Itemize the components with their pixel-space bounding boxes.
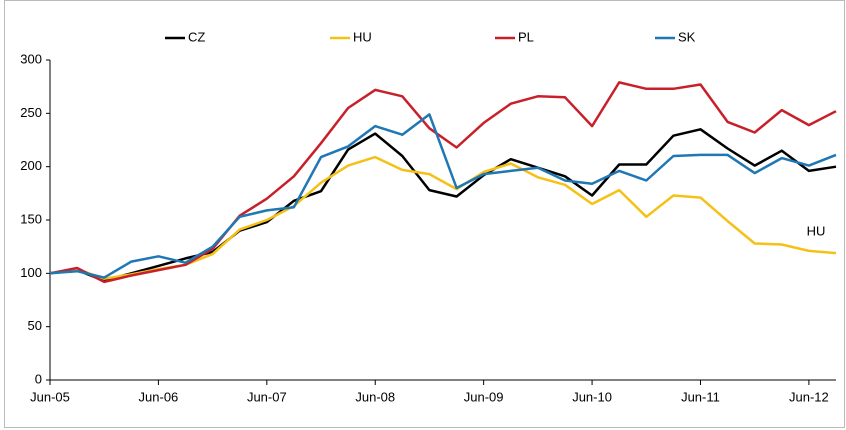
x-tick-label: Jun-09	[464, 389, 504, 404]
series-line	[49, 113, 837, 279]
series-line	[49, 128, 837, 283]
y-tick-label: 200	[20, 158, 42, 173]
y-tick-label: 100	[20, 265, 42, 280]
y-tick-label: 300	[20, 51, 42, 66]
y-tick-label: 150	[20, 211, 42, 226]
annotation: HU	[807, 223, 826, 238]
y-tick-label: 250	[20, 105, 42, 120]
x-tick-label: Jun-07	[247, 389, 287, 404]
legend-label: PL	[518, 29, 534, 44]
legend-label: CZ	[188, 29, 205, 44]
x-tick-label: Jun-12	[789, 389, 829, 404]
legend-label: SK	[678, 29, 696, 44]
legend-label: HU	[353, 29, 372, 44]
chart-frame	[4, 0, 845, 428]
y-tick-label: 50	[28, 318, 42, 333]
x-tick-label: Jun-05	[30, 389, 70, 404]
series-line	[49, 155, 837, 280]
y-tick-label: 0	[35, 371, 42, 386]
x-tick-label: Jun-10	[572, 389, 612, 404]
x-tick-label: Jun-08	[355, 389, 395, 404]
x-tick-label: Jun-11	[681, 389, 720, 404]
x-tick-label: Jun-06	[139, 389, 179, 404]
series-line	[49, 81, 837, 284]
